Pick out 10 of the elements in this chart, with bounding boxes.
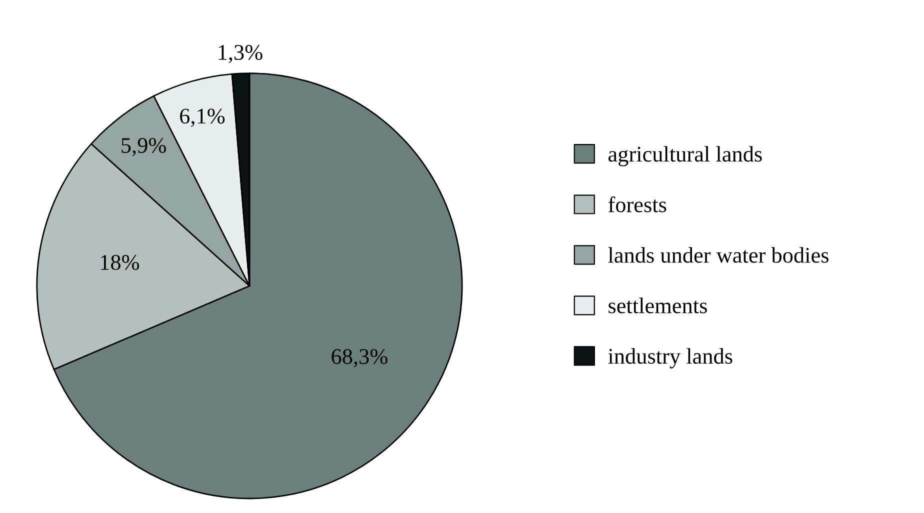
data-label: 68,3%	[332, 349, 388, 368]
legend-label: forests	[608, 196, 666, 212]
legend-label: lands under water bodies	[608, 247, 828, 263]
data-label: 18%	[101, 254, 140, 270]
data-label: 5,9%	[122, 138, 166, 156]
legend-label: settlements	[608, 298, 707, 314]
data-label: 1,3%	[218, 44, 262, 64]
legend-label: industry lands	[608, 348, 732, 368]
data-label: 6,1%	[180, 108, 225, 127]
legend-label: agricultural lands	[608, 146, 762, 166]
